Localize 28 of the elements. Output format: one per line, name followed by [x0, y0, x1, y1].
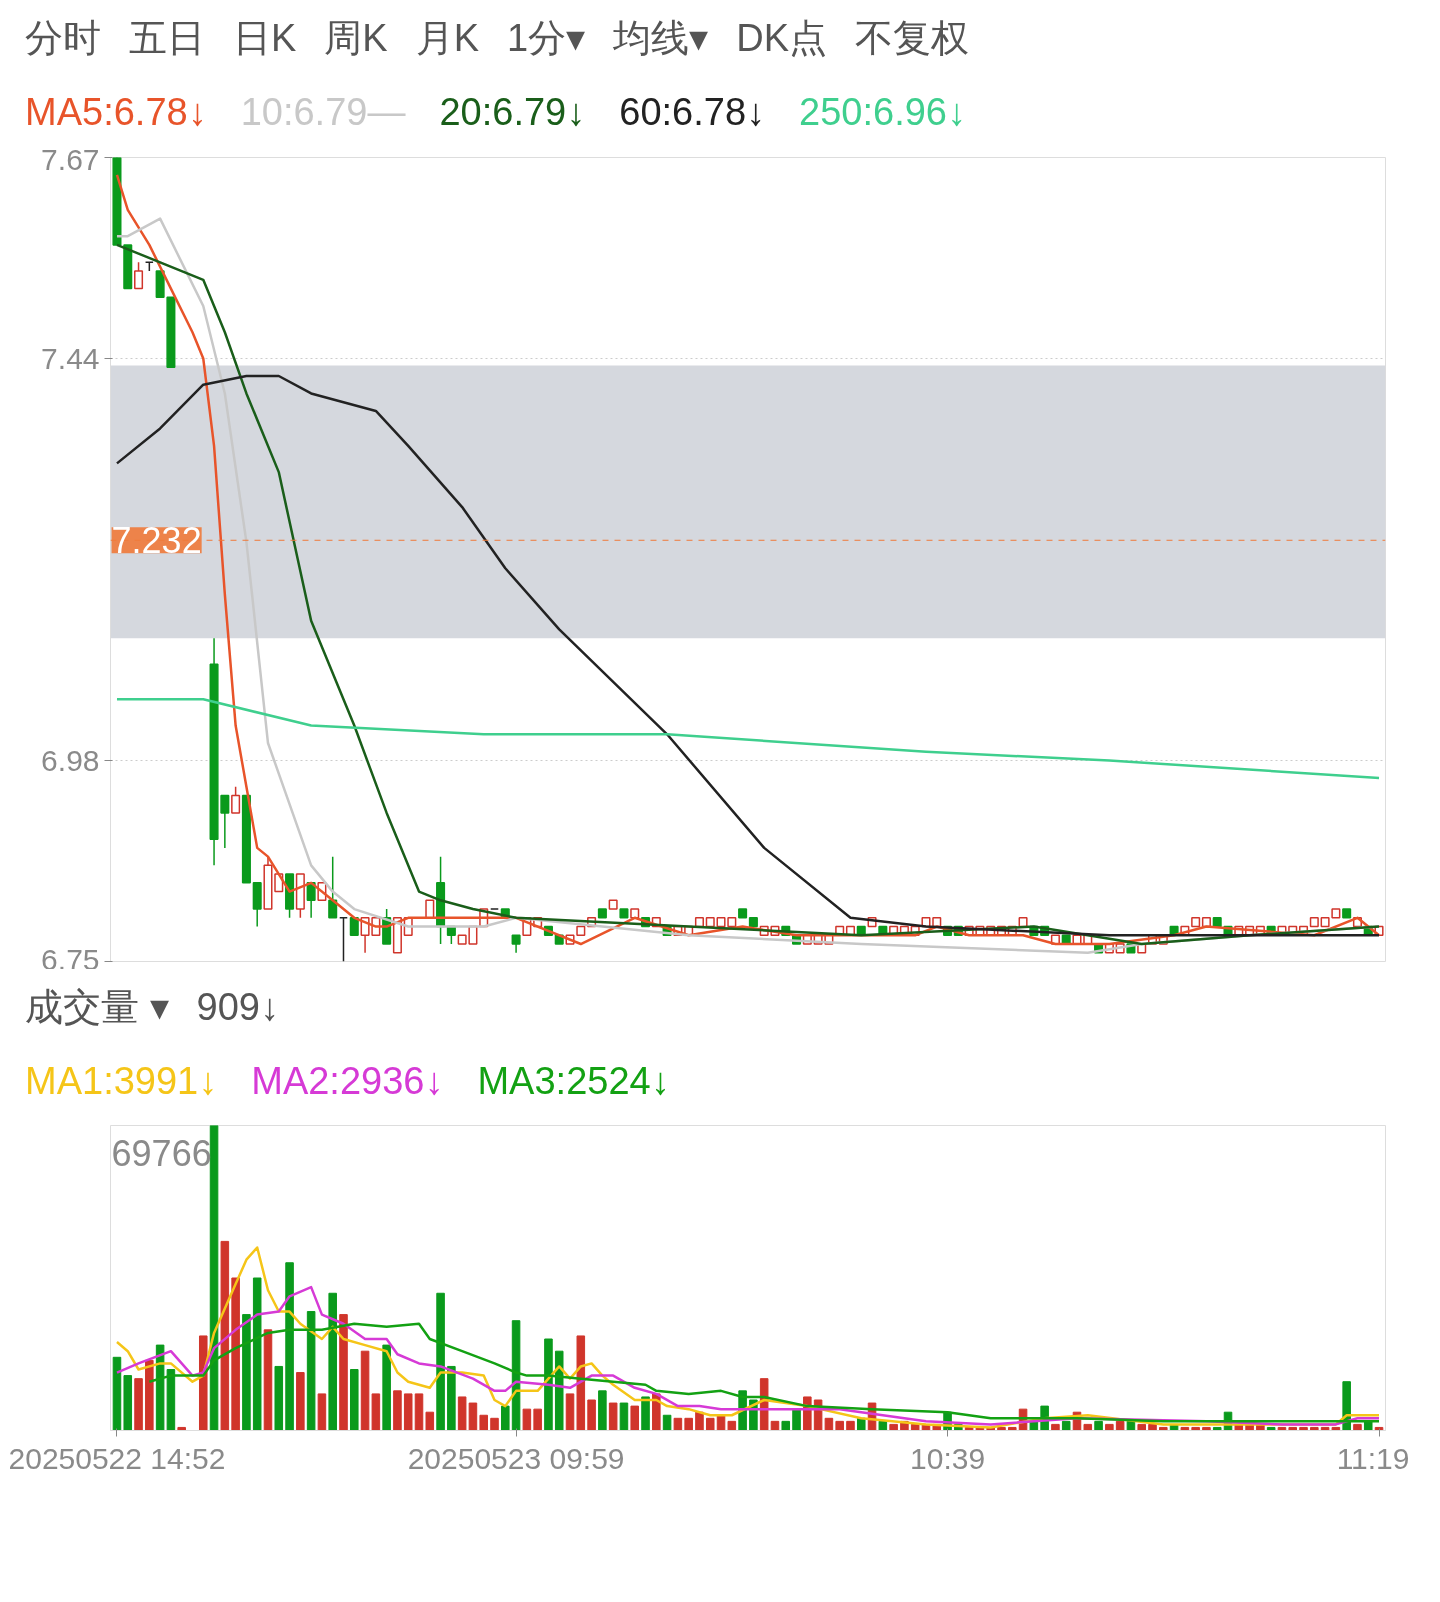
y-tick-label: 6.75 — [41, 942, 100, 976]
ref-line-label: 7.232 — [111, 519, 202, 561]
text: 分时 — [25, 16, 101, 61]
text: MA2:2936↓ — [251, 1059, 444, 1102]
x-tick-label: 10:39 — [910, 1441, 986, 1475]
text: 五日 — [129, 16, 205, 61]
series-label: MA5:6.78↓ — [25, 91, 207, 134]
x-tick-label: 20250522 14:52 — [8, 1441, 226, 1475]
x-tick-label: 20250523 09:59 — [407, 1441, 625, 1475]
text: 909↓ — [196, 984, 279, 1030]
text: MA3:2524↓ — [477, 1059, 670, 1102]
y-tick-label: 6.98 — [41, 743, 100, 777]
annotation: 69766 — [111, 1132, 212, 1174]
y-tick-label: 7.67 — [41, 142, 100, 176]
text: 20:6.79↓ — [439, 91, 586, 134]
text: 250:6.96↓ — [799, 91, 966, 134]
text: 60:6.78↓ — [619, 91, 766, 134]
y-tick-label: 7.44 — [41, 341, 100, 375]
x-tick-label: 11:19 — [1336, 1441, 1410, 1475]
text: 月K — [415, 16, 480, 61]
text: 1分▾ — [507, 16, 586, 61]
text: MA1:3991↓ — [25, 1059, 218, 1102]
text: 成交量 ▾ — [25, 984, 169, 1030]
text: 日K — [233, 16, 297, 61]
text: 均线▾ — [613, 16, 709, 61]
text: 周K — [324, 16, 388, 61]
text: DK点 — [736, 16, 828, 61]
text: 不复权 — [855, 16, 970, 61]
